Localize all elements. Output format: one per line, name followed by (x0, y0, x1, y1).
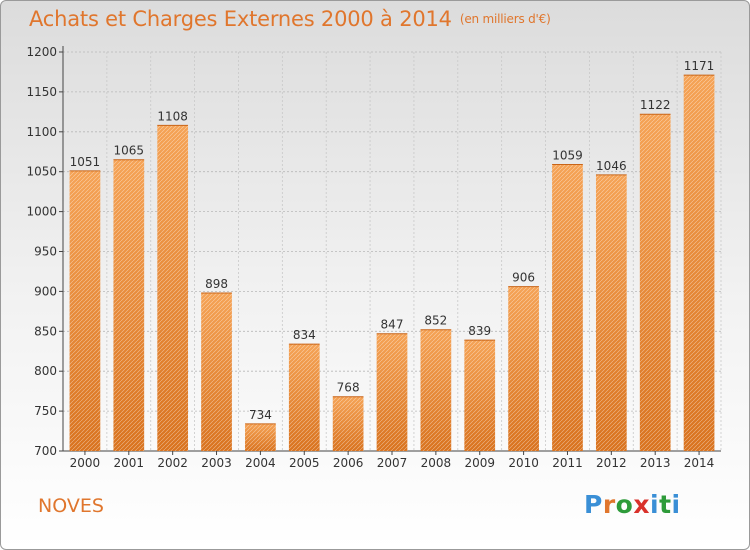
y-tick-label: 1000 (26, 205, 57, 219)
proxiti-logo: Proxiti (584, 490, 681, 519)
bar-texture (420, 329, 452, 451)
bar-texture (683, 75, 715, 451)
x-tick-label: 2003 (201, 456, 232, 470)
value-label: 1108 (157, 109, 188, 123)
x-tick-label: 2002 (157, 456, 188, 470)
bar-texture (69, 170, 101, 452)
y-tick-label: 900 (34, 284, 57, 298)
value-label: 1122 (640, 98, 671, 112)
y-tick-label: 1050 (26, 165, 57, 179)
x-tick-label: 2001 (114, 456, 145, 470)
bar-texture (552, 164, 583, 451)
value-label: 852 (424, 314, 447, 328)
value-label: 1171 (684, 59, 715, 73)
x-tick-label: 2012 (596, 456, 627, 470)
value-label: 768 (337, 381, 360, 395)
value-label: 1046 (596, 159, 627, 173)
bars (69, 74, 715, 452)
bar-texture (157, 125, 189, 451)
value-label: 906 (512, 271, 535, 285)
logo-letter: t (659, 490, 672, 519)
x-tick-label: 2010 (508, 456, 539, 470)
value-label: 734 (249, 408, 272, 422)
logo-letter: r (602, 490, 616, 519)
bar-texture (376, 333, 408, 451)
x-tick-label: 2009 (464, 456, 495, 470)
y-tick-label: 800 (34, 364, 57, 378)
value-label: 834 (293, 328, 316, 342)
bar-texture (464, 340, 496, 451)
commune-name: NOVES (38, 495, 104, 517)
value-label: 1051 (70, 155, 101, 169)
value-labels: 1051 1065 1108 898 734 834 768 847 852 839 906 1059… (70, 59, 715, 422)
bar-texture (639, 114, 671, 451)
axes: 700 750 800 850 900 950 1000 1050 1100 1150 1200 20… (26, 45, 721, 470)
x-tick-label: 2014 (684, 456, 715, 470)
logo-letter: P (584, 490, 603, 519)
bar-texture (201, 292, 232, 451)
value-label: 1059 (552, 149, 583, 163)
logo-letter: i (671, 490, 681, 519)
bar-texture (288, 344, 320, 451)
x-tick-label: 2000 (70, 456, 101, 470)
y-tick-label: 1150 (26, 85, 57, 99)
x-tick-label: 2006 (333, 456, 364, 470)
x-tick-label: 2011 (552, 456, 583, 470)
logo-letter: i (650, 490, 660, 519)
logo-letter: x (633, 490, 650, 519)
logo-letter: o (615, 490, 634, 519)
y-tick-label: 950 (34, 245, 57, 259)
bar-texture (113, 159, 145, 452)
x-tick-label: 2007 (377, 456, 408, 470)
y-tick-label: 1100 (26, 125, 57, 139)
value-label: 898 (205, 277, 228, 291)
x-tick-label: 2013 (640, 456, 671, 470)
bar-texture (595, 174, 627, 451)
y-tick-label: 850 (34, 324, 57, 338)
chart-subtitle: (en milliers d'€) (459, 12, 551, 26)
x-tick-label: 2008 (421, 456, 452, 470)
y-tick-label: 1200 (26, 45, 57, 59)
x-tick-label: 2004 (245, 456, 276, 470)
bar-texture (508, 286, 539, 451)
x-tick-label: 2005 (289, 456, 320, 470)
y-tick-label: 750 (34, 404, 57, 418)
bar-texture (332, 396, 364, 451)
value-label: 839 (468, 324, 491, 338)
y-tick-label: 700 (34, 444, 57, 458)
chart-title: Achats et Charges Externes 2000 à 2014 (e… (29, 7, 551, 31)
value-label: 1065 (114, 144, 145, 158)
chart-title-text: Achats et Charges Externes 2000 à 2014 (29, 7, 452, 31)
value-label: 847 (381, 318, 404, 332)
bar-texture (245, 423, 276, 451)
